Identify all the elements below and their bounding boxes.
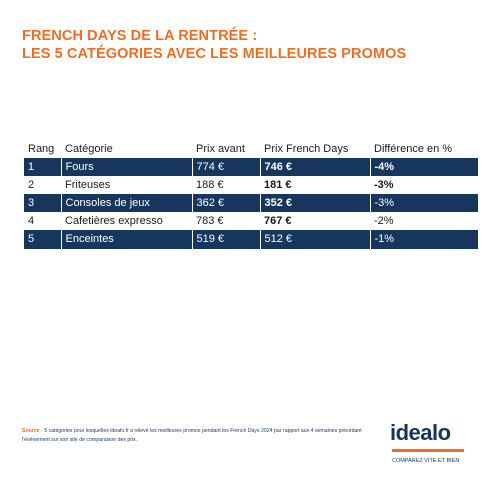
cell: 512 €	[259, 230, 370, 249]
cell: Fours	[60, 158, 192, 176]
logo: idealo	[390, 420, 451, 445]
title: FRENCH DAYS DE LA RENTRÉE :	[22, 28, 258, 44]
table-row: 5 Enceintes 519 €512 € -1%	[24, 230, 478, 249]
table-row: 1 Fours 774 €746 € -4%	[24, 158, 478, 176]
cell: 352 €	[259, 194, 370, 212]
cell: -2%	[374, 215, 394, 227]
column-header: Rang	[28, 143, 55, 155]
table-body: 1 Fours 774 €746 € -4% 2 Friteuses 188 € 181 € -…	[24, 158, 478, 249]
cell: 774 €	[191, 158, 260, 176]
cell: Cafetières expresso	[65, 215, 163, 227]
table-row: 2 Friteuses 188 € 181 € -3%	[24, 176, 478, 194]
cell: 5	[24, 230, 61, 249]
cell: 519 €	[191, 230, 260, 249]
header-row: Rang Catégorie Prix avant Prix French Days D…	[24, 140, 478, 158]
cell: 188 €	[196, 179, 224, 191]
cell: -1%	[369, 230, 478, 249]
table-row: 4 Cafetières expresso 783 € 767 € -2%	[24, 212, 478, 230]
cell: 181 €	[264, 179, 292, 191]
cell: -3%	[374, 179, 394, 191]
tagline: COMPAREZ VITE ET BIEN	[392, 458, 460, 464]
column-header: Catégorie	[65, 143, 113, 155]
cell: 1	[24, 158, 61, 176]
cell: Friteuses	[65, 179, 111, 191]
cell: Consoles de jeux	[60, 194, 192, 212]
cell: -4%	[369, 158, 478, 176]
column-header: Prix French Days	[264, 143, 349, 155]
cell: 2	[28, 179, 35, 191]
source-label: Source :	[22, 428, 43, 434]
source-text: 5 catégories pour lesquelles idealo.fr a…	[22, 428, 362, 443]
cell: 783 €	[196, 215, 224, 227]
cell: 746 €	[259, 158, 370, 176]
source: Source : 5 catégories pour lesquelles id…	[22, 427, 362, 445]
column-header: Différence en %	[374, 143, 453, 155]
title: LES 5 CATÉGORIES AVEC LES MEILLEURES PRO…	[22, 46, 407, 62]
cell: 3	[24, 194, 61, 212]
cell: -3%	[369, 194, 478, 212]
column-header: Prix avant	[196, 143, 245, 155]
cell: 767 €	[264, 215, 292, 227]
table-row: 3 Consoles de jeux 362 €352 € -3%	[24, 194, 478, 212]
cell: 4	[28, 215, 35, 227]
logo-bar	[392, 449, 464, 452]
table: Rang Catégorie Prix avant Prix French Days D…	[24, 140, 478, 249]
cell: 362 €	[191, 194, 260, 212]
cell: Enceintes	[60, 230, 192, 249]
